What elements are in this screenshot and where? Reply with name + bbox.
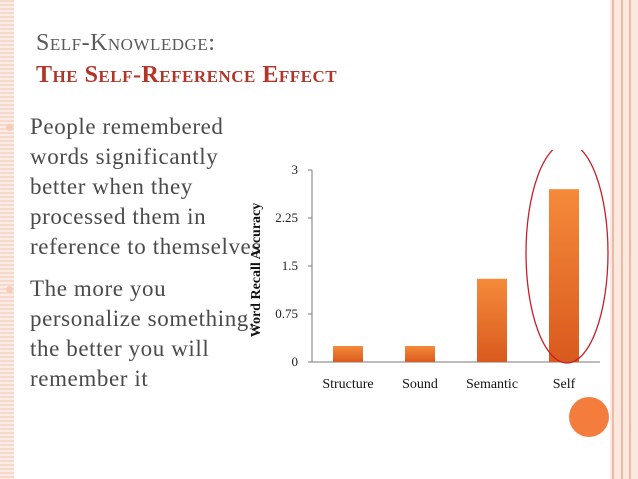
bullet-text: The more you personalize something, the … bbox=[30, 276, 256, 391]
y-tick-label: 3 bbox=[292, 162, 299, 177]
highlight-ellipse bbox=[525, 150, 609, 364]
left-decorative-border bbox=[0, 0, 14, 479]
y-tick-label: 2.25 bbox=[275, 210, 298, 225]
bullet-dot-icon bbox=[6, 124, 13, 131]
slide-subtitle: The Self-Reference Effect bbox=[36, 62, 338, 88]
y-tick-label: 1.5 bbox=[282, 258, 298, 273]
bullet-item: The more you personalize something, the … bbox=[6, 274, 266, 394]
bar-sound bbox=[405, 346, 435, 362]
bullet-item: People remembered words significantly be… bbox=[6, 112, 266, 262]
bullet-text: People remembered words significantly be… bbox=[30, 114, 261, 259]
bar-semantic bbox=[477, 278, 507, 362]
x-tick-label: Sound bbox=[402, 377, 438, 392]
x-tick-label: Self bbox=[553, 377, 576, 392]
bar-structure bbox=[333, 346, 363, 362]
bullet-list: People remembered words significantly be… bbox=[6, 112, 266, 406]
border-stripe bbox=[621, 0, 623, 479]
decorative-orange-circle bbox=[569, 397, 609, 437]
border-stripe bbox=[612, 0, 614, 479]
bar-self bbox=[549, 189, 579, 362]
y-tick-label: 0.75 bbox=[275, 306, 298, 321]
y-axis-label: Word Recall Accuracy bbox=[249, 203, 264, 338]
slide-title: Self-Knowledge: bbox=[36, 30, 216, 56]
x-tick-label: Structure bbox=[322, 377, 373, 392]
border-stripe bbox=[629, 0, 631, 479]
bar-chart: 0 0.75 1.5 2.25 3 Word Recall Accuracy Structu… bbox=[249, 150, 609, 392]
x-tick-label: Semantic bbox=[466, 377, 518, 392]
right-decorative-border bbox=[610, 0, 638, 479]
y-tick-label: 0 bbox=[292, 354, 299, 369]
bullet-dot-icon bbox=[6, 286, 13, 293]
